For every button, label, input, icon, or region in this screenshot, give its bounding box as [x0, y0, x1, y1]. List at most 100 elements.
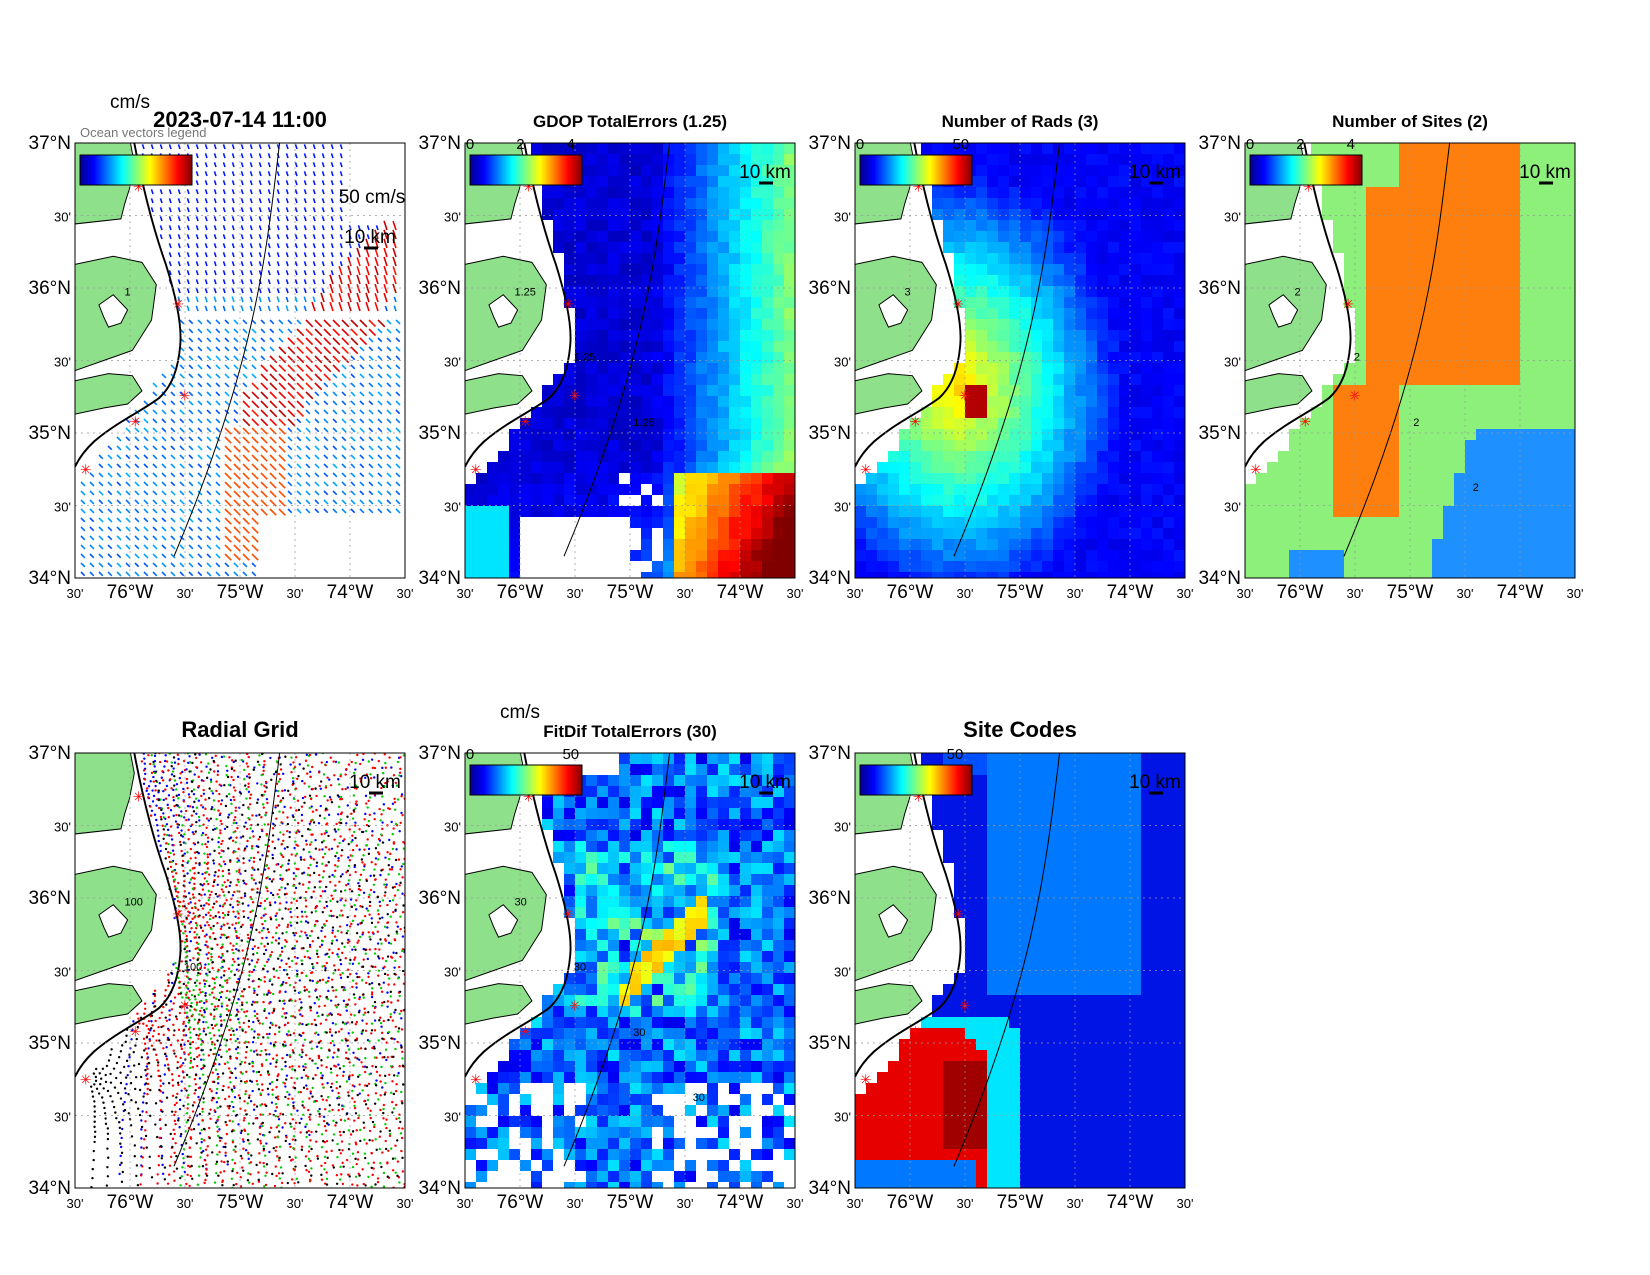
panel-sitecodes: ✳✳✳✳✳37°N30'36°N30'35°N30'34°N30' 76°W 30'… — [809, 717, 1194, 1213]
lat-tick-label: 36°N — [809, 888, 851, 909]
site-marker: ✳ — [133, 789, 145, 805]
contour-label: 1.25 — [515, 286, 536, 298]
lon-tick-label: 75°W — [217, 582, 264, 603]
site-marker: ✳ — [523, 789, 535, 805]
lat-tick-label: 30' — [834, 210, 851, 225]
site-marker: ✳ — [80, 461, 92, 477]
lat-tick-label: 36°N — [29, 278, 71, 299]
contour-label: 2 — [1354, 352, 1360, 364]
lon-tick-label: 75°W — [997, 582, 1044, 603]
site-marker: ✳ — [172, 906, 184, 922]
site-marker: ✳ — [860, 461, 872, 477]
axes-frame — [464, 752, 796, 1189]
lon-tick-label: 30' — [847, 1196, 864, 1211]
lat-tick-label: 30' — [834, 1110, 851, 1125]
panel-rads: ✳✳✳✳✳337°N30'36°N30'35°N30'34°N30' 76°W 30… — [809, 112, 1194, 603]
lon-tick-label: 30' — [1067, 586, 1084, 601]
lon-tick-label: 30' — [847, 586, 864, 601]
lon-tick-label: 30' — [567, 586, 584, 601]
lat-tick-label: 34°N — [809, 568, 851, 589]
lat-tick-label: 35°N — [29, 1033, 71, 1054]
colorbar-label: cm/s — [500, 702, 540, 723]
contour-label: 30 — [693, 1092, 705, 1104]
panel-title: GDOP TotalErrors (1.25) — [533, 112, 727, 131]
panel-title: 2023-07-14 11:00 — [153, 107, 327, 132]
lon-tick-label: 74°W — [1107, 582, 1154, 603]
site-marker: ✳ — [1342, 296, 1354, 312]
site-marker: ✳ — [80, 1071, 92, 1087]
scale-km-label: 10 km — [1129, 772, 1181, 793]
lon-tick-label: 74°W — [717, 582, 764, 603]
lon-tick-label: 75°W — [997, 1192, 1044, 1213]
scale-km-label: 10 km — [344, 227, 396, 248]
panel-fitdif: ✳✳✳✳✳3030303037°N30'36°N30'35°N30'34°N30… — [419, 702, 804, 1213]
lon-tick-label: 30' — [1177, 586, 1194, 601]
axes-frame — [74, 142, 406, 579]
colorbar-tick: 0 — [466, 136, 474, 153]
contour-label: 1.25 — [574, 352, 595, 364]
lat-tick-label: 30' — [54, 1110, 71, 1125]
lon-tick-label: 30' — [677, 1196, 694, 1211]
site-marker: ✳ — [1303, 179, 1315, 195]
lon-tick-label: 30' — [677, 586, 694, 601]
lat-tick-label: 35°N — [809, 1033, 851, 1054]
panel-gdop: ✳✳✳✳✳1.251.251.2537°N30'36°N30'35°N30'34… — [419, 112, 804, 603]
lon-tick-label: 30' — [1567, 586, 1584, 601]
colorbar-tick: 4 — [567, 136, 575, 153]
colorbar-tick: 50 — [562, 746, 579, 763]
lat-tick-label: 30' — [54, 820, 71, 835]
lat-tick-label: 30' — [444, 820, 461, 835]
lat-tick-label: 35°N — [29, 423, 71, 444]
contour-label: 30 — [633, 1027, 645, 1039]
site-marker: ✳ — [523, 179, 535, 195]
contour-line — [563, 753, 671, 1167]
lon-tick-label: 30' — [457, 1196, 474, 1211]
lon-tick-label: 30' — [397, 586, 414, 601]
vector-scale-label: 50 cm/s — [339, 187, 406, 208]
contour-label: 2 — [1413, 417, 1419, 429]
lon-tick-label: 30' — [177, 1196, 194, 1211]
lat-tick-label: 30' — [1224, 210, 1241, 225]
colorbar — [469, 154, 583, 186]
scale-km-label: 10 km — [739, 162, 791, 183]
colorbar — [469, 764, 583, 796]
contour-line — [563, 143, 671, 557]
contour-label: 3 — [905, 286, 911, 298]
lon-tick-label: 30' — [787, 586, 804, 601]
panel-title: Number of Sites (2) — [1332, 112, 1488, 131]
panel-title: Number of Rads (3) — [942, 112, 1099, 131]
lon-tick-label: 76°W — [497, 582, 544, 603]
contour-label: 2 — [1295, 286, 1301, 298]
land-mass — [75, 143, 182, 468]
lon-tick-label: 74°W — [717, 1192, 764, 1213]
lat-tick-label: 37°N — [809, 133, 851, 154]
site-marker: ✳ — [519, 413, 531, 429]
lon-tick-label: 75°W — [607, 1192, 654, 1213]
lat-tick-label: 30' — [444, 500, 461, 515]
lat-tick-label: 30' — [54, 355, 71, 370]
lon-tick-label: 30' — [397, 1196, 414, 1211]
lat-tick-label: 36°N — [809, 278, 851, 299]
contour-label: 100 — [184, 962, 202, 974]
lat-tick-label: 34°N — [29, 1178, 71, 1199]
contour-line — [953, 143, 1061, 557]
scale-km-label: 10 km — [1519, 162, 1571, 183]
lon-tick-label: 30' — [67, 586, 84, 601]
legend-overlay: Ocean vectors legend — [80, 125, 206, 140]
lat-tick-label: 30' — [834, 965, 851, 980]
axes-frame — [854, 142, 1186, 579]
site-marker: ✳ — [562, 296, 574, 312]
lat-tick-label: 37°N — [419, 743, 461, 764]
site-marker: ✳ — [860, 1071, 872, 1087]
lon-tick-label: 74°W — [327, 582, 374, 603]
lat-tick-label: 37°N — [29, 133, 71, 154]
colorbar-label: cm/s — [110, 92, 150, 113]
lon-tick-label: 75°W — [1387, 582, 1434, 603]
colorbar-tick: 2 — [1296, 136, 1304, 153]
lon-tick-label: 76°W — [107, 1192, 154, 1213]
lat-tick-label: 30' — [444, 1110, 461, 1125]
lat-tick-label: 37°N — [29, 743, 71, 764]
lon-tick-label: 76°W — [497, 1192, 544, 1213]
site-marker: ✳ — [1250, 461, 1262, 477]
